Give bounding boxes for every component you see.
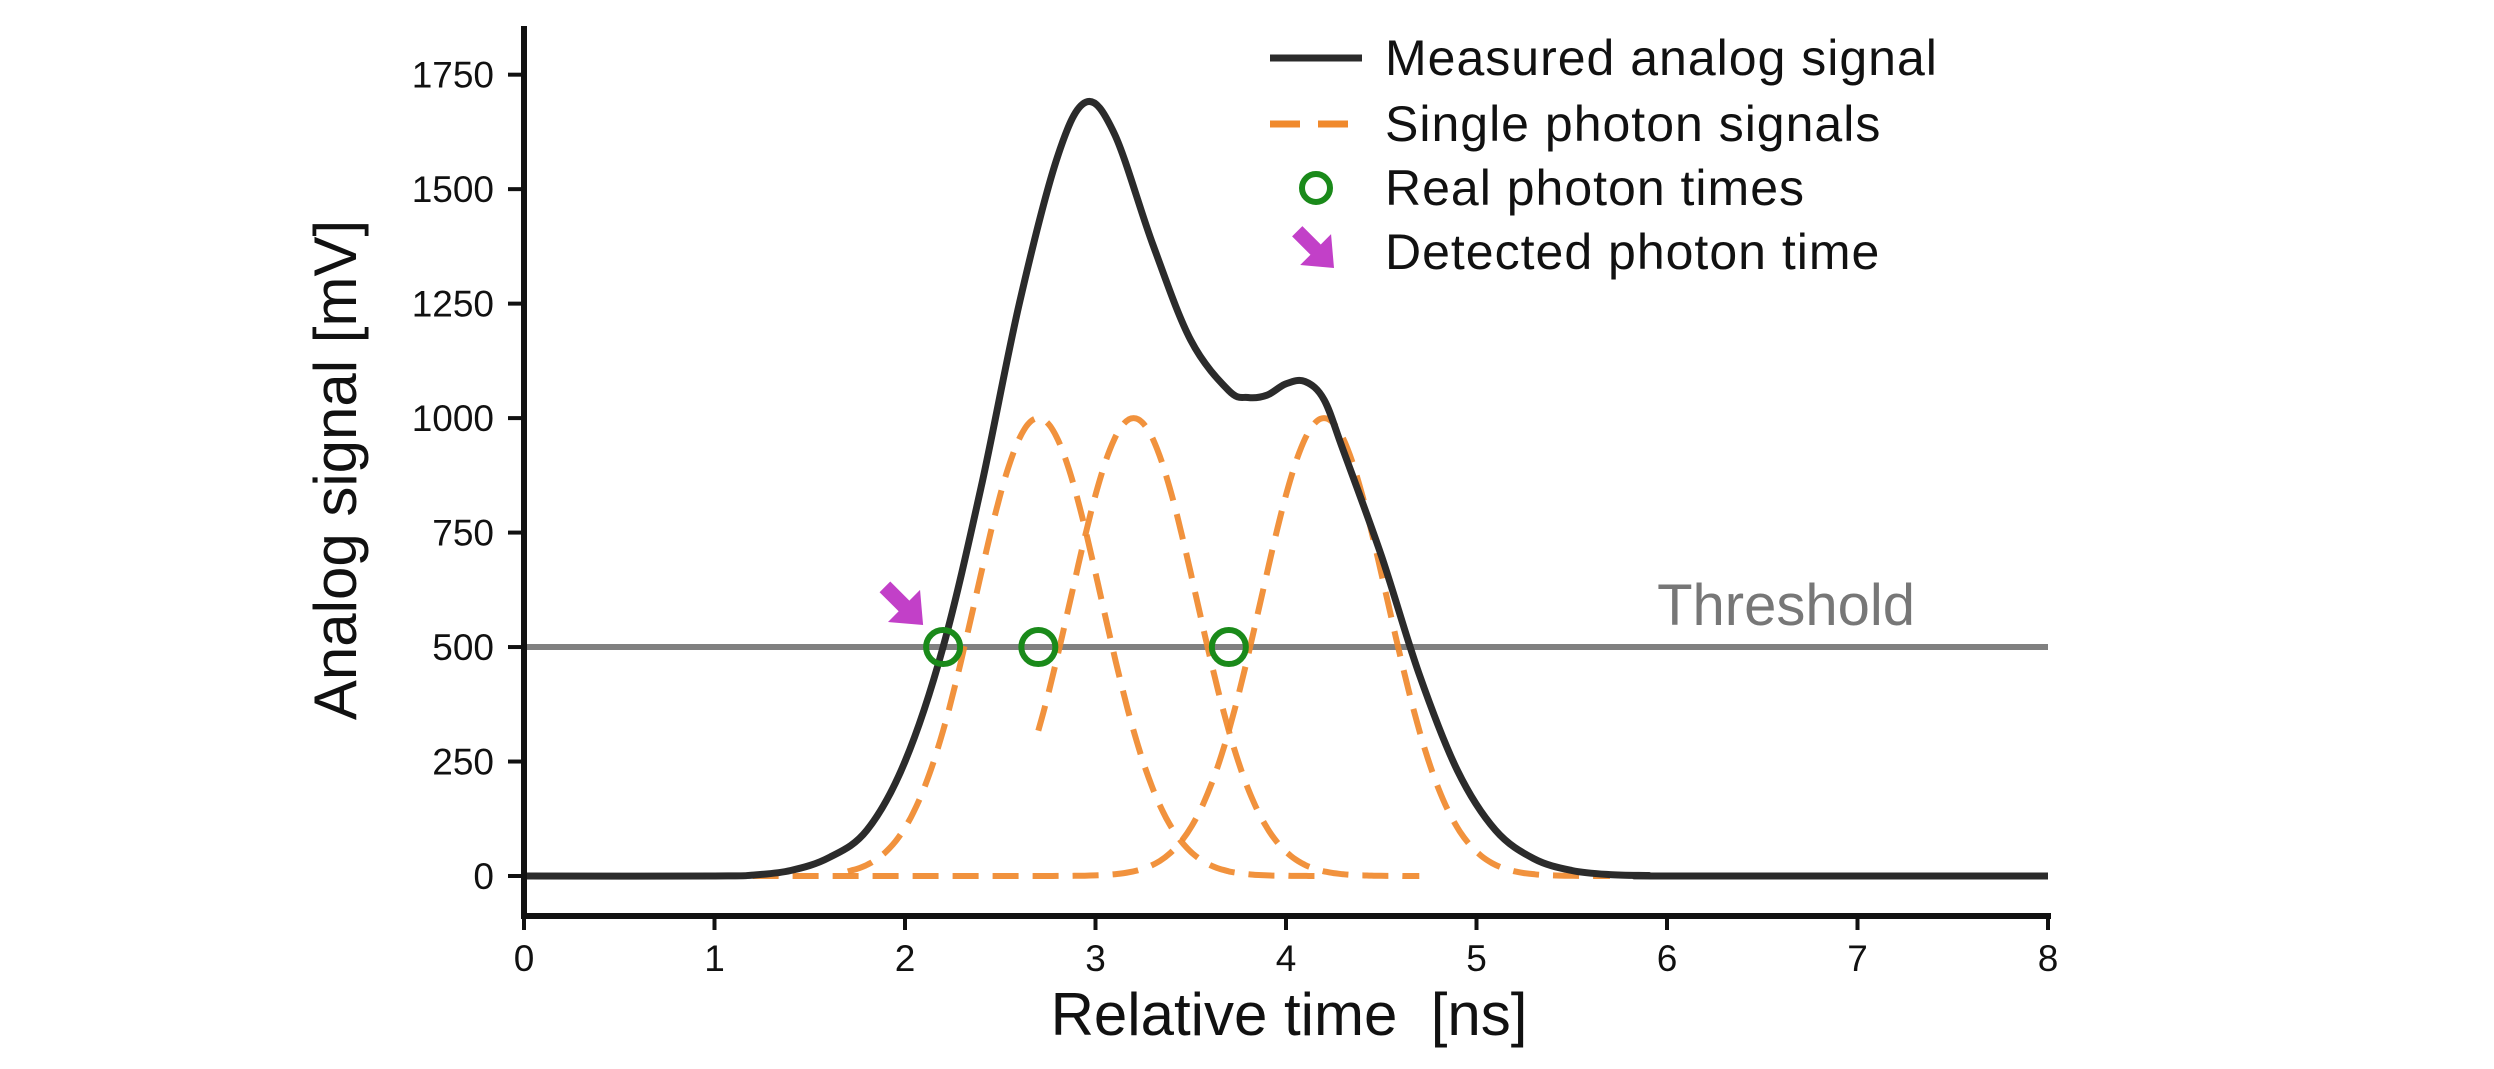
real-photon-time-marker — [1208, 627, 1249, 668]
x-tick-label: 5 — [1466, 938, 1487, 979]
real-photon-time-marker — [923, 627, 964, 668]
y-tick-label: 1000 — [412, 398, 494, 439]
detected-photon-time-marker — [879, 581, 924, 626]
single-photon-signals — [752, 415, 1610, 879]
legend: Measured analog signal Single photon sign… — [1270, 30, 1938, 280]
y-tick-label: 1750 — [412, 55, 494, 96]
legend-item: Single photon signals — [1270, 96, 1881, 152]
legend-label: Measured analog signal — [1385, 30, 1938, 86]
legend-label: Real photon times — [1385, 160, 1805, 216]
y-tick-label: 250 — [432, 742, 494, 783]
legend-circle-icon — [1299, 171, 1333, 205]
detected-photon-time-arrow — [879, 581, 924, 626]
x-axis-title: Relative time [ns] — [1051, 981, 1528, 1048]
x-axis-ticks: 0 1 2 3 4 5 6 7 8 — [514, 916, 2059, 979]
y-axis-ticks: 0 250 500 750 1000 1250 1500 1750 — [412, 55, 524, 897]
single-photon-pulse — [846, 415, 1325, 879]
y-axis-title: Analog signal [mV] — [302, 220, 369, 720]
legend-item: Detected photon time — [1292, 224, 1880, 280]
legend-label: Single photon signals — [1385, 96, 1881, 152]
x-tick-label: 6 — [1657, 938, 1678, 979]
x-tick-label: 4 — [1276, 938, 1297, 979]
measured-analog-signal-line — [523, 97, 2049, 880]
threshold-label: Threshold — [1657, 573, 1915, 638]
y-tick-label: 1500 — [412, 169, 494, 210]
y-tick-label: 750 — [432, 513, 494, 554]
real-photon-time-markers — [923, 627, 1249, 668]
single-photon-pulse — [1035, 415, 1420, 879]
x-tick-label: 2 — [895, 938, 916, 979]
legend-arrow-icon — [1292, 226, 1334, 268]
real-photon-time-marker — [1018, 627, 1059, 668]
y-tick-label: 500 — [432, 627, 494, 668]
y-tick-label: 1250 — [412, 284, 494, 325]
y-tick-label: 0 — [473, 856, 494, 897]
legend-label: Detected photon time — [1385, 224, 1880, 280]
x-tick-label: 8 — [2038, 938, 2059, 979]
single-photon-pulse — [752, 415, 1610, 879]
x-tick-label: 1 — [704, 938, 725, 979]
x-tick-label: 0 — [514, 938, 535, 979]
legend-item: Measured analog signal — [1270, 30, 1938, 86]
legend-item: Real photon times — [1299, 160, 1805, 216]
x-tick-label: 3 — [1085, 938, 1106, 979]
x-tick-label: 7 — [1847, 938, 1868, 979]
